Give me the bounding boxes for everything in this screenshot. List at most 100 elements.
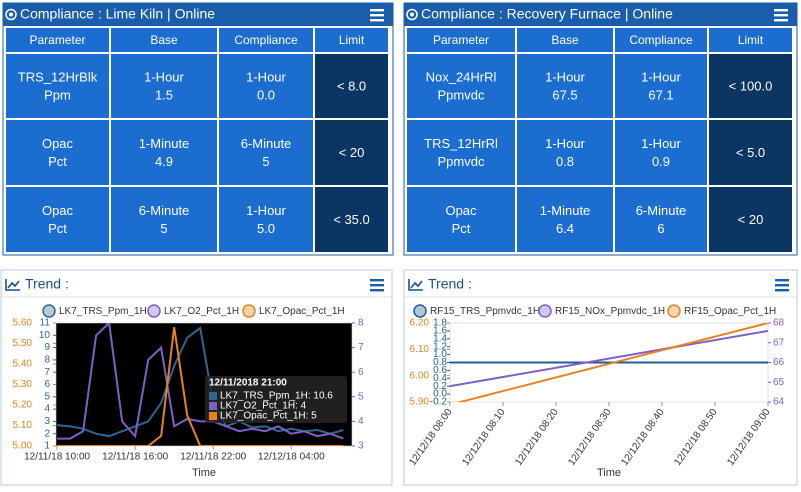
tooltip-item: LK7_O2_Pct_1H: 4: [220, 401, 307, 412]
tooltip: [205, 376, 347, 423]
menu-bar: [370, 284, 384, 287]
header-cell: [517, 28, 613, 52]
legend-label: LK7_TRS_Ppm_1H: [59, 306, 147, 317]
cell-text: 5: [262, 154, 269, 169]
y3-tick-label: 5.60: [13, 318, 33, 329]
trend-title: Trend :: [428, 276, 472, 292]
cell-text: Opac: [42, 203, 74, 218]
cell-text: Pct: [48, 154, 67, 169]
cell-text: 0.9: [652, 154, 670, 169]
tooltip-swatch: [209, 402, 217, 410]
y-tick-label: 0.8: [433, 357, 447, 368]
series-line: [57, 323, 344, 440]
x-tick-label: 12/11/18 22:00: [180, 452, 246, 463]
column-header: Parameter: [433, 33, 489, 47]
y2-tick-label: 66: [773, 357, 785, 368]
table-cell: [219, 120, 313, 185]
header-cell: [615, 28, 707, 52]
cell-text: Ppm: [44, 87, 71, 102]
tooltip-swatch: [209, 392, 217, 400]
header-cell: [6, 28, 109, 52]
cell-text: < 35.0: [333, 212, 370, 227]
panel-header: [404, 3, 797, 26]
panel-title: Compliance : Recovery Furnace | Online: [421, 6, 673, 22]
header-cell: [709, 28, 792, 52]
y3-tick-label: 6.00: [410, 370, 430, 381]
table-cell: [517, 120, 613, 185]
menu-bar: [370, 19, 384, 22]
menu-button[interactable]: [370, 279, 384, 292]
limit-cell: [709, 187, 792, 252]
y2-tick-label: 8: [358, 318, 364, 329]
cell-text: 5.0: [257, 221, 275, 236]
table-cell: [219, 187, 313, 252]
menu-bar: [774, 9, 788, 12]
legend-marker: [42, 304, 56, 318]
legend-marker: [147, 304, 161, 318]
menu-bar: [774, 14, 788, 17]
cell-text: 1.5: [155, 87, 173, 102]
limit-cell: [709, 54, 792, 118]
table-cell: [517, 54, 613, 118]
cell-text: 6-Minute: [241, 136, 292, 151]
series-line: [450, 329, 768, 388]
y2-tick-label: 5: [358, 391, 364, 402]
header-cell: [219, 28, 313, 52]
cell-text: 1-Hour: [545, 136, 585, 151]
cell-text: < 8.0: [337, 78, 366, 93]
y-tick-label: 0.2: [433, 381, 447, 392]
tooltip-item: LK7_Opac_Pct_1H: 5: [220, 411, 317, 422]
cell-text: 1-Hour: [641, 136, 681, 151]
column-header: Limit: [738, 33, 764, 47]
y2-tick-label: 68: [773, 318, 785, 329]
y3-tick-label: 5.30: [13, 379, 33, 390]
tooltip-title: 12/11/2018 21:00: [209, 378, 287, 389]
table-cell: [111, 54, 217, 118]
cell-text: 0.8: [556, 154, 574, 169]
table-cell: [615, 187, 707, 252]
cell-text: 5: [160, 221, 167, 236]
y-tick-label: 4: [44, 404, 50, 415]
cell-text: 6-Minute: [139, 203, 190, 218]
menu-button[interactable]: [370, 9, 384, 22]
menu-bar: [775, 284, 789, 287]
y3-tick-label: 5.10: [13, 420, 33, 431]
y-tick-label: 0.0: [433, 389, 447, 400]
y-tick-label: 5: [44, 391, 50, 402]
cell-text: < 100.0: [729, 78, 773, 93]
cell-text: 67.1: [648, 87, 673, 102]
legend-marker: [538, 304, 552, 318]
cell-text: Pct: [48, 221, 67, 236]
trend-title: Trend :: [25, 276, 69, 292]
menu-bar: [370, 9, 384, 12]
legend-label: RF15_TRS_Ppmvdc_1H: [430, 306, 540, 317]
legend-label: RF15_Opac_Pct_1H: [684, 306, 776, 317]
legend-marker: [667, 304, 681, 318]
x-tick-label: 12/11/18 10:00: [24, 452, 90, 463]
y3-tick-label: 6.10: [410, 344, 430, 355]
header-cell: [315, 28, 388, 52]
menu-button[interactable]: [775, 279, 789, 292]
y-tick-label: 6: [44, 379, 50, 390]
cell-text: 6.4: [556, 221, 574, 236]
cell-text: Opac: [445, 203, 477, 218]
y-tick-label: 9: [44, 342, 50, 353]
menu-button[interactable]: [774, 9, 788, 22]
table-cell: [219, 54, 313, 118]
x-axis-title: Time: [192, 467, 216, 479]
cell-text: Pct: [452, 221, 471, 236]
limit-cell: [709, 120, 792, 185]
menu-bar: [370, 289, 384, 292]
table-cell: [407, 54, 515, 118]
column-header: Base: [150, 33, 178, 47]
cell-text: 0.0: [257, 87, 275, 102]
y2-tick-label: 67: [773, 337, 785, 348]
y-tick-label: 7: [44, 367, 50, 378]
cell-text: Nox_24HrRl: [426, 69, 497, 84]
y2-tick-label: 3: [358, 441, 364, 452]
column-header: Limit: [339, 33, 365, 47]
panel-icon: [5, 8, 17, 21]
y-tick-label: 1.6: [433, 326, 447, 337]
y2-tick-label: 64: [773, 397, 785, 408]
